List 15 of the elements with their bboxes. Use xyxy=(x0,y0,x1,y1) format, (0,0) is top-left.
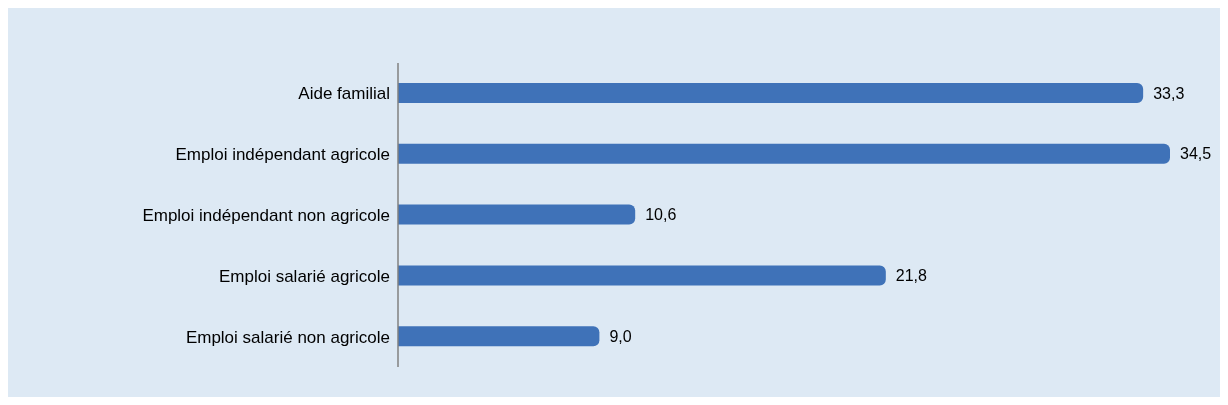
data-label: 21,8 xyxy=(895,266,928,284)
y-tick-label: Emploi indépendant agricole xyxy=(175,145,390,165)
data-label: 9,0 xyxy=(609,327,632,345)
bar xyxy=(398,204,636,225)
data-label: 34,5 xyxy=(1180,145,1212,163)
bar xyxy=(398,83,1144,103)
y-tick-label: Aide familial xyxy=(298,84,390,104)
y-tick-label: Emploi salarié agricole xyxy=(218,266,390,286)
bar xyxy=(398,265,886,286)
y-tick-label: Emploi indépendant non agricole xyxy=(142,206,390,226)
y-tick-label: Emploi salarié non agricole xyxy=(185,327,390,347)
data-label: 33,3 xyxy=(1153,84,1185,102)
data-label: 10,6 xyxy=(645,206,677,224)
bar xyxy=(398,326,600,347)
bar xyxy=(398,143,1170,164)
